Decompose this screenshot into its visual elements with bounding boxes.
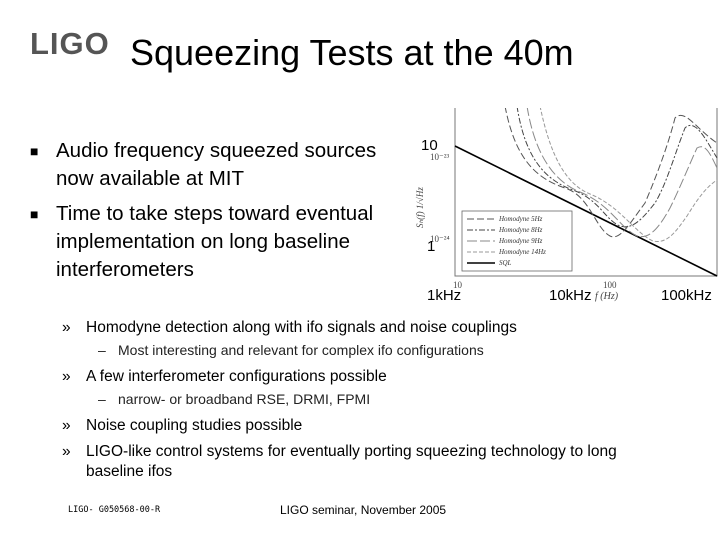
legend-entry: SQL [499, 259, 512, 267]
bullet: ■ Audio frequency squeezed sources now av… [30, 137, 390, 193]
curve [504, 108, 718, 238]
sub-item: » Homodyne detection along with ifo signa… [62, 318, 662, 338]
curve [516, 108, 718, 228]
detail-text: Most interesting and relevant for comple… [118, 342, 484, 358]
sub-item-text: LIGO-like control systems for eventually… [86, 443, 617, 480]
footer-text: LIGO seminar, November 2005 [280, 503, 447, 517]
inner-x-tick: 10 [453, 280, 463, 290]
detail: – narrow- or broadband RSE, DRMI, FPMI [98, 391, 371, 407]
inner-y-tick: 10⁻²⁴ [430, 234, 450, 244]
overlay-x-label: 100kHz [661, 287, 712, 304]
slide-title: Squeezing Tests at the 40m [130, 32, 574, 73]
detail: – Most interesting and relevant for compl… [98, 342, 484, 358]
curve [526, 108, 718, 238]
overlay-x-label: 1kHz [427, 287, 461, 304]
bullet-text: Time to take steps toward eventual imple… [56, 202, 374, 281]
overlay-y-label: 10 [421, 137, 438, 154]
legend-entry: Homodyne 9Hz [498, 237, 543, 245]
sub-item: » LIGO-like control systems for eventuall… [62, 442, 662, 482]
inner-y-tick: 10⁻²³ [430, 152, 449, 162]
sub-item-text: A few interferometer configurations poss… [86, 368, 387, 385]
legend-entry: Homodyne 14Hz [498, 248, 546, 256]
curve [539, 108, 718, 242]
sub-item-text: Noise coupling studies possible [86, 417, 303, 434]
inner-x-tick: 100 [603, 280, 617, 290]
legend-entry: Homodyne 5Hz [498, 215, 543, 223]
sql-line [454, 145, 718, 277]
doc-id: LIGO- G050568-00-R [68, 505, 161, 515]
detail-text: narrow- or broadband RSE, DRMI, FPMI [118, 391, 371, 407]
y-axis-label: Sₕ(f) 1/√Hz [415, 187, 425, 228]
bullet-text: Audio frequency squeezed sources now ava… [56, 139, 377, 190]
plot-frame [454, 108, 718, 277]
sub-item-text: Homodyne detection along with ifo signal… [86, 319, 517, 336]
logo: LIGO [30, 26, 110, 61]
overlay-y-label: 1 [427, 238, 435, 255]
overlay-x-label: 10kHz [549, 287, 592, 304]
bullet: ■ Time to take steps toward eventual impl… [30, 200, 390, 284]
sub-item: » Noise coupling studies possible [62, 416, 662, 436]
plot: Homodyne 5Hz Homodyne 8Hz Homodyne 9Hz H… [405, 108, 720, 304]
sub-item: » A few interferometer configurations pos… [62, 367, 662, 387]
x-axis-label: f (Hz) [595, 291, 619, 302]
legend-entry: Homodyne 8Hz [498, 226, 543, 234]
